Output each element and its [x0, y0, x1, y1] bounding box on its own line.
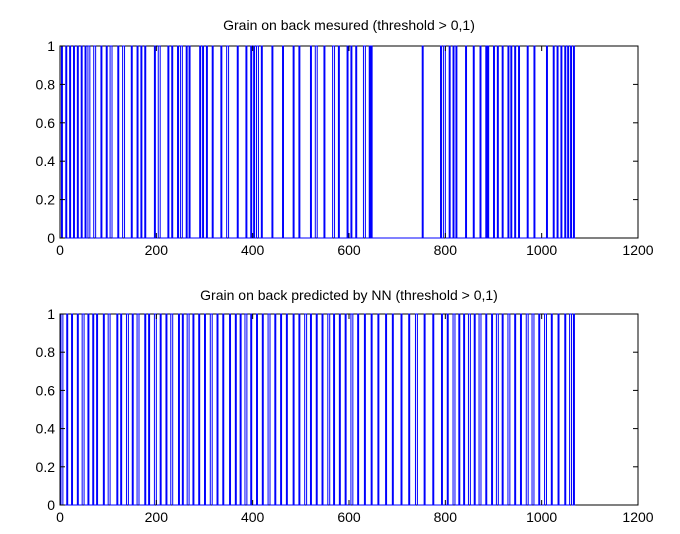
x-tick-label: 1200: [622, 509, 653, 525]
series-line: [60, 45, 576, 239]
plot-area: [59, 45, 639, 239]
signal-line: [60, 45, 576, 239]
series-line: [60, 313, 576, 506]
y-axis: 0 0.2 0.4 0.6 0.8 1: [36, 38, 638, 246]
x-tick-label: 800: [434, 242, 458, 258]
x-tick-label: 800: [434, 509, 458, 525]
y-axis: 0 0.2 0.4 0.6 0.8 1: [36, 306, 638, 513]
x-tick-label: 200: [145, 509, 169, 525]
x-tick-label: 200: [145, 242, 169, 258]
y-tick-label: 1: [47, 38, 55, 54]
chart-title: Grain on back mesured (threshold > 0,1): [223, 17, 475, 33]
y-tick-label: 0.2: [36, 192, 56, 208]
chart-panel-predicted: Grain on back predicted by NN (threshold…: [36, 287, 654, 525]
signal-line: [60, 313, 576, 506]
chart-panel-measured: Grain on back mesured (threshold > 0,1) …: [36, 17, 654, 258]
y-tick-label: 0: [47, 230, 55, 246]
y-tick-label: 0.8: [36, 76, 56, 92]
x-tick-label: 1200: [622, 242, 653, 258]
x-axis: 0 200 400 600 800 1000 1200: [56, 46, 654, 258]
x-tick-label: 400: [241, 242, 265, 258]
x-tick-label: 400: [241, 509, 265, 525]
y-tick-label: 0.4: [36, 153, 56, 169]
x-tick-label: 1000: [526, 242, 557, 258]
y-tick-label: 1: [47, 306, 55, 322]
y-tick-label: 0.4: [36, 421, 56, 437]
y-tick-label: 0.8: [36, 344, 56, 360]
x-tick-label: 0: [56, 242, 64, 258]
y-tick-label: 0.6: [36, 382, 56, 398]
y-tick-label: 0.2: [36, 459, 56, 475]
x-axis: 0 200 400 600 800 1000 1200: [56, 314, 654, 525]
x-tick-label: 600: [337, 509, 361, 525]
chart-title: Grain on back predicted by NN (threshold…: [200, 287, 498, 303]
y-tick-label: 0: [47, 497, 55, 513]
x-tick-label: 0: [56, 509, 64, 525]
y-tick-label: 0.6: [36, 115, 56, 131]
x-tick-label: 1000: [526, 509, 557, 525]
x-tick-label: 600: [337, 242, 361, 258]
